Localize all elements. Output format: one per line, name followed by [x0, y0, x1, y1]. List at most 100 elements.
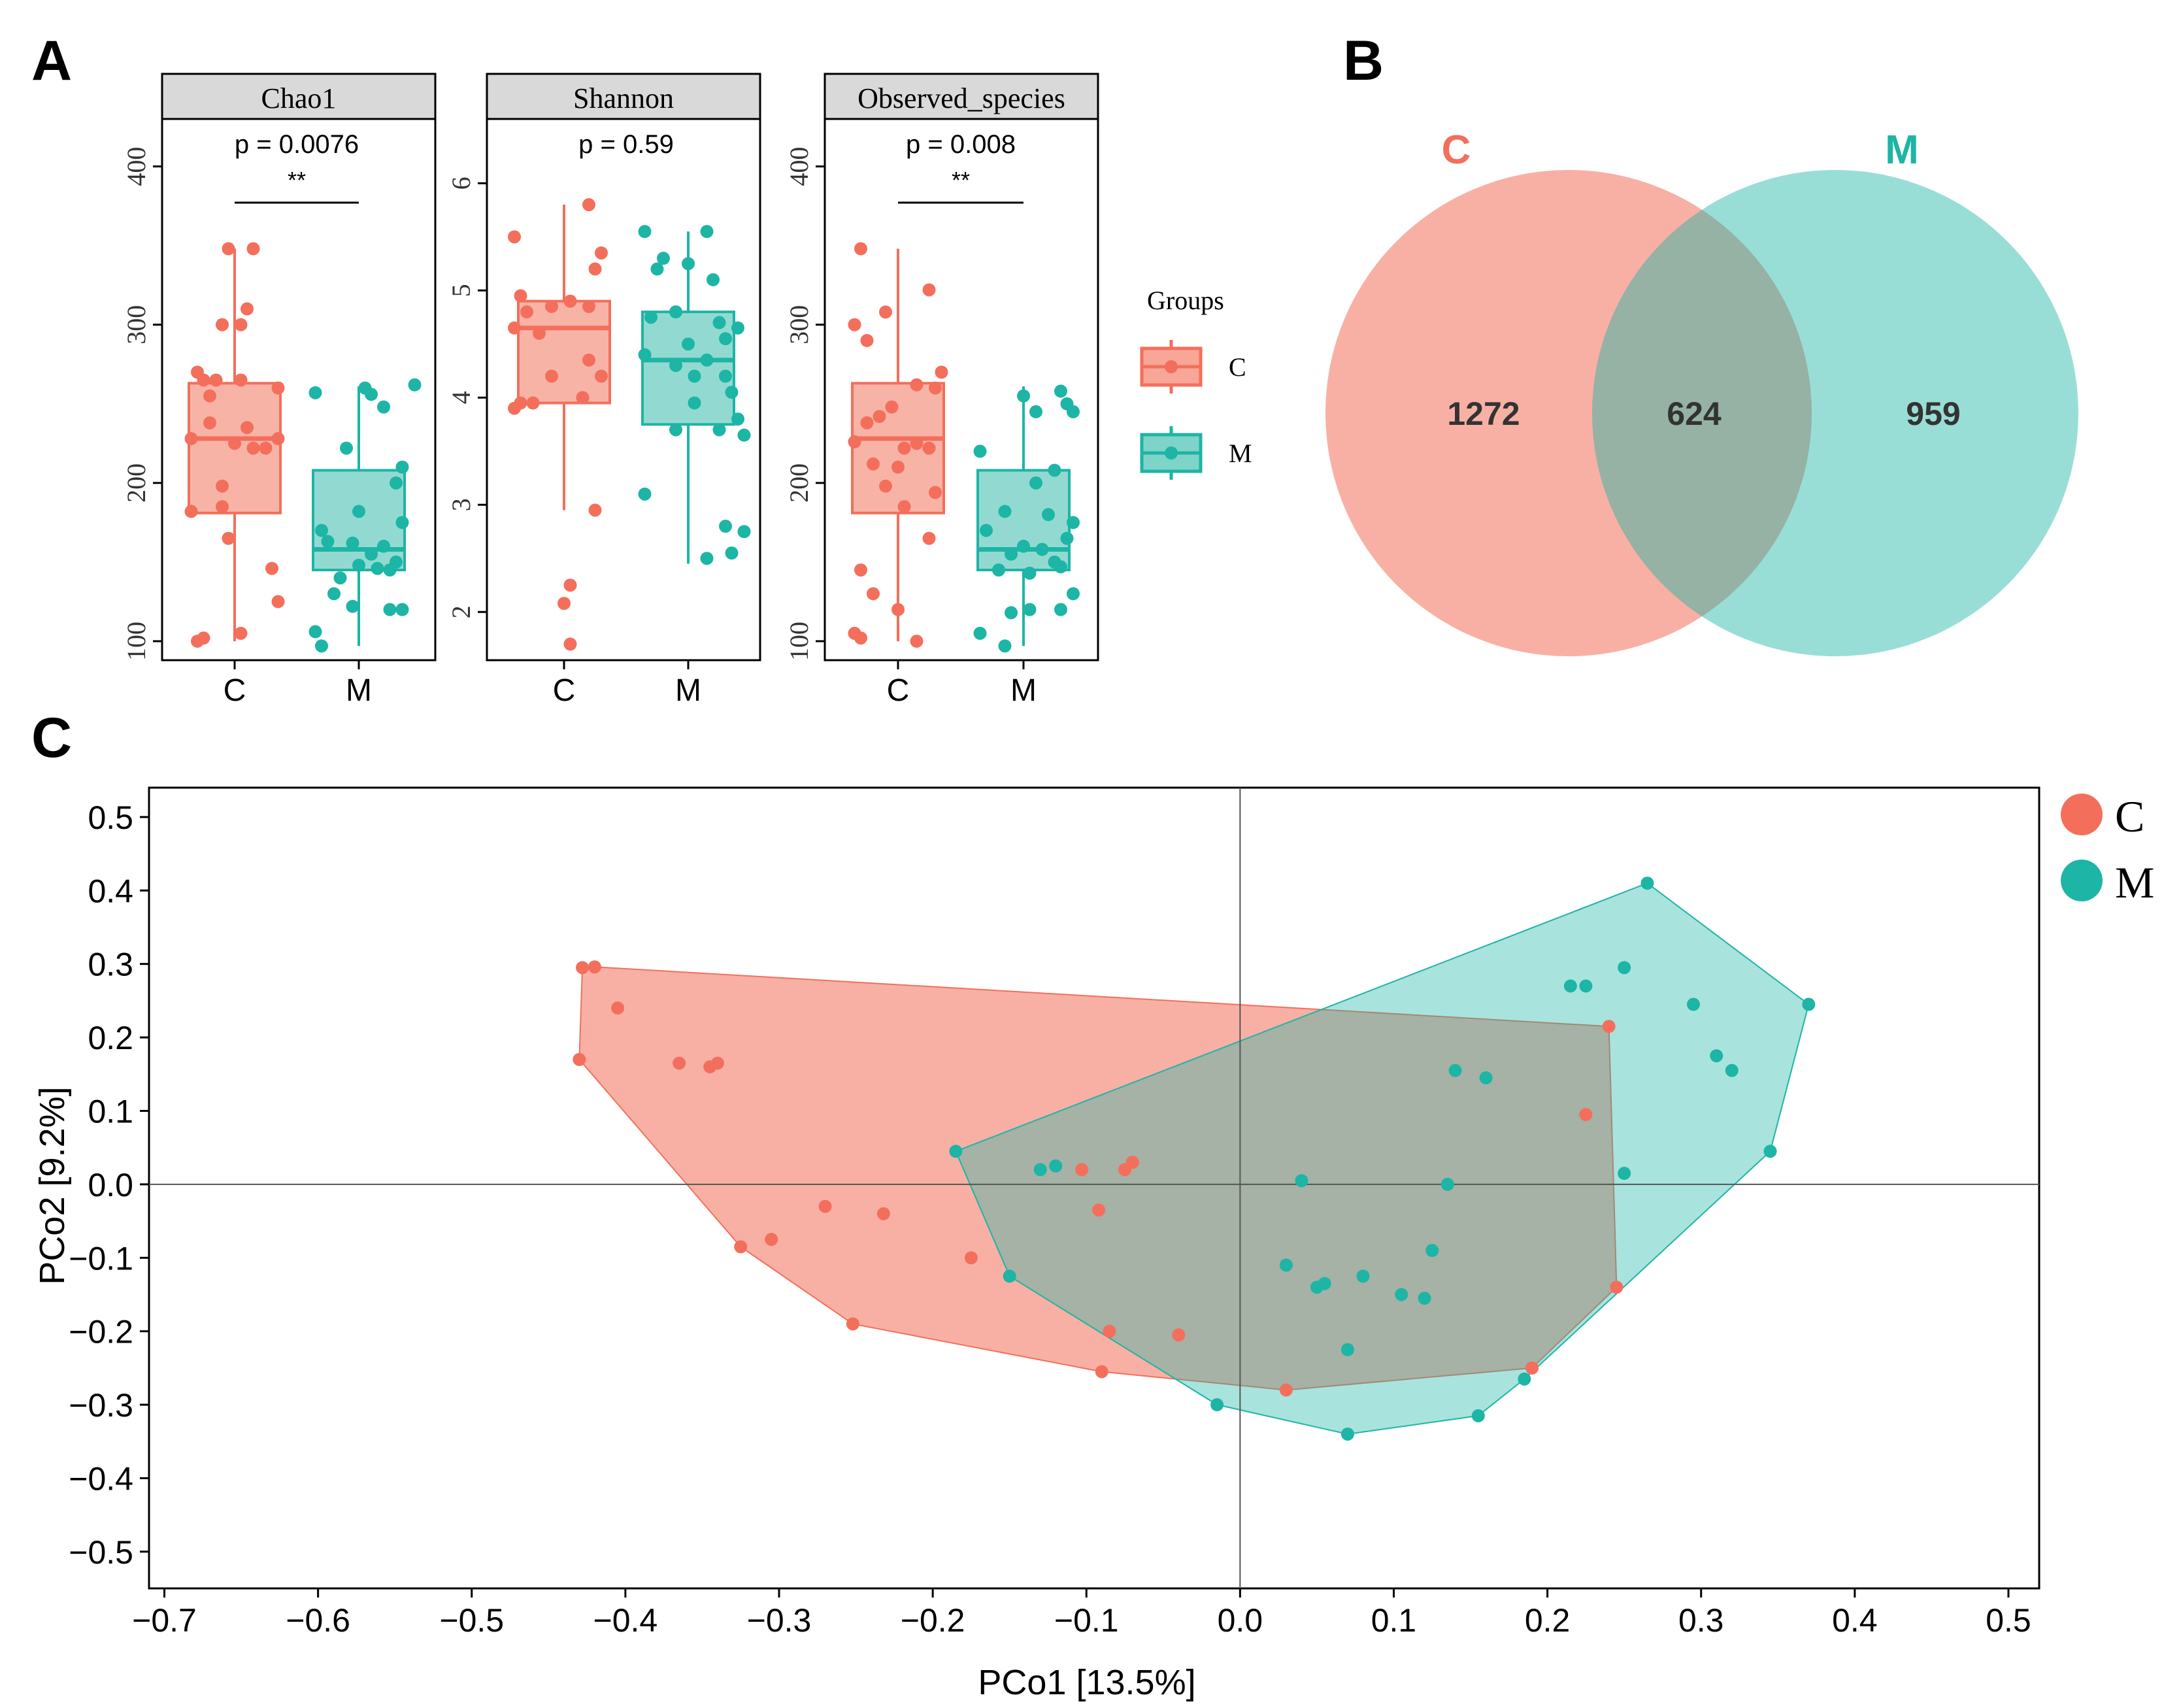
facet-strip: [161, 73, 437, 120]
data-point-C: [563, 578, 577, 592]
y-tick-label: −0.2: [69, 1314, 133, 1350]
pcoa-point-M: [1033, 1163, 1047, 1177]
data-point-C: [582, 299, 595, 313]
data-point-M: [688, 396, 701, 410]
data-point-C: [891, 603, 905, 616]
data-point-C: [216, 479, 229, 493]
data-point-M: [1023, 603, 1037, 616]
box-M: [312, 469, 406, 572]
data-point-C: [526, 396, 540, 410]
data-point-C: [209, 373, 223, 387]
data-point-M: [737, 428, 751, 442]
panel-label-c: C: [31, 707, 72, 769]
data-point-C: [922, 441, 936, 455]
data-point-M: [308, 386, 322, 399]
venn-set-label-m: M: [1885, 127, 1919, 173]
x-tick-label: −0.4: [593, 1602, 658, 1639]
data-point-M: [346, 599, 359, 613]
x-tick-label: 0.3: [1678, 1602, 1724, 1639]
facet-title: Chao1: [261, 82, 337, 114]
pcoa-point-M: [1579, 979, 1593, 993]
data-point-C: [582, 198, 595, 212]
data-point-C: [563, 637, 577, 651]
box-M: [976, 469, 1071, 572]
data-point-M: [315, 639, 328, 653]
y-tick-label: −0.4: [69, 1460, 133, 1497]
data-point-M: [725, 546, 739, 560]
x-tick-label: −0.5: [439, 1602, 504, 1639]
x-tick-label: M: [675, 673, 701, 708]
pcoa-point-M: [1425, 1244, 1439, 1258]
pcoa-point-C: [964, 1251, 978, 1265]
pcoa-point-M: [1049, 1159, 1063, 1173]
data-point-M: [1035, 543, 1049, 556]
y-tick-label: 0.1: [88, 1093, 133, 1130]
data-point-C: [241, 302, 254, 316]
significance-stars: **: [952, 167, 970, 193]
x-tick-label: −0.7: [132, 1602, 197, 1639]
pcoa-point-M: [949, 1145, 963, 1158]
data-point-C: [885, 400, 899, 414]
data-point-M: [712, 423, 726, 437]
data-point-C: [508, 401, 521, 415]
data-point-C: [910, 437, 924, 450]
facet-title: Observed_species: [857, 82, 1065, 114]
venn-set-label-c: C: [1442, 127, 1471, 173]
data-point-M: [973, 444, 987, 458]
x-tick-label: 0.0: [1218, 1602, 1263, 1639]
data-point-C: [848, 435, 861, 448]
pcoa-point-M: [1618, 1167, 1631, 1181]
pcoa-point-C: [673, 1056, 686, 1070]
data-point-M: [700, 552, 714, 565]
y-tick-label: 100: [784, 622, 814, 661]
data-point-C: [595, 369, 608, 383]
data-point-M: [321, 535, 335, 548]
data-point-M: [1017, 539, 1030, 553]
pcoa-point-M: [1518, 1372, 1531, 1386]
panel-label-b: B: [1343, 29, 1384, 92]
data-point-C: [910, 634, 924, 648]
y-tick-label: 200: [122, 463, 151, 503]
data-point-M: [638, 348, 652, 361]
data-point-C: [860, 416, 874, 429]
data-point-C: [246, 441, 260, 455]
data-point-M: [669, 359, 682, 373]
data-point-M: [395, 516, 409, 529]
data-point-M: [712, 316, 726, 329]
pcoa-point-M: [1395, 1288, 1408, 1301]
x-tick-label: −0.6: [286, 1602, 350, 1639]
data-point-M: [1054, 560, 1067, 574]
data-point-C: [246, 242, 260, 256]
pcoa-point-C: [1602, 1020, 1616, 1033]
venn-diagram: C M 1272 624 959: [1325, 127, 2078, 656]
hull-M: [955, 882, 1810, 1435]
pcoa-point-M: [1318, 1277, 1331, 1290]
data-point-C: [854, 631, 867, 645]
data-point-M: [1060, 531, 1074, 545]
data-point-C: [241, 421, 254, 435]
x-tick-label: C: [553, 673, 576, 708]
data-point-C: [935, 365, 948, 379]
pcoa-point-C: [734, 1240, 748, 1254]
data-point-C: [271, 381, 285, 395]
data-point-C: [234, 373, 248, 387]
data-point-M: [1005, 547, 1018, 561]
data-point-C: [588, 503, 602, 517]
pcoa-point-M: [1340, 1427, 1354, 1441]
significance-stars: **: [288, 167, 306, 193]
legend-title: Groups: [1147, 286, 1224, 315]
data-point-C: [879, 479, 892, 493]
pcoa-point-C: [1172, 1328, 1186, 1342]
pcoa-point-M: [1356, 1269, 1370, 1283]
data-point-C: [545, 299, 558, 313]
pcoa-legend-label-m: M: [2115, 858, 2154, 907]
data-point-M: [352, 558, 365, 572]
data-point-C: [922, 531, 936, 545]
data-point-M: [395, 460, 409, 474]
data-point-M: [682, 337, 695, 351]
data-point-C: [191, 634, 204, 648]
data-point-M: [333, 571, 347, 585]
venn-circle-c: [1325, 170, 1812, 656]
pcoa-point-M: [1725, 1063, 1739, 1077]
